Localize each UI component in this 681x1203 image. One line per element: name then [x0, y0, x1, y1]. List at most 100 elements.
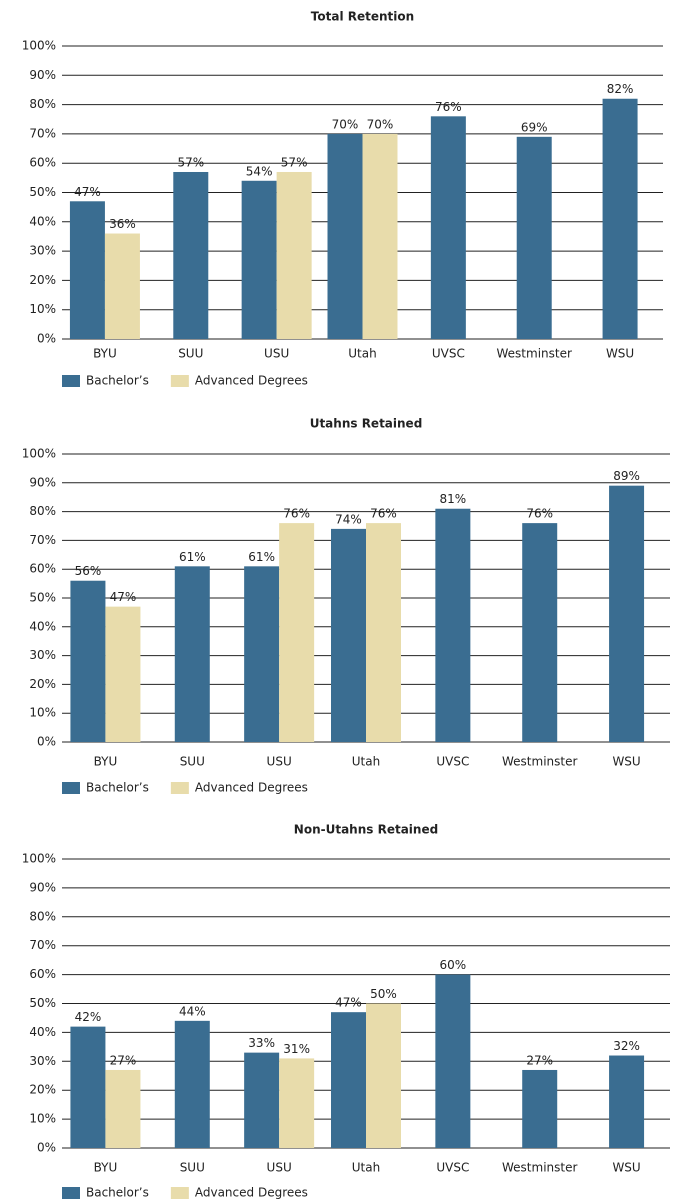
y-tick-label: 60%	[29, 967, 56, 981]
data-label: 89%	[613, 469, 640, 483]
legend-label: Bachelor’s	[86, 781, 149, 795]
bar	[279, 523, 315, 742]
y-tick-label: 90%	[29, 475, 56, 489]
y-tick-label: 70%	[29, 938, 56, 952]
legend-swatch	[62, 1187, 80, 1199]
y-tick-label: 30%	[29, 648, 56, 662]
bar	[430, 116, 466, 339]
chart-title: Utahns Retained	[310, 417, 423, 431]
y-tick-label: 20%	[29, 677, 56, 691]
y-tick-label: 70%	[29, 126, 56, 140]
legend-label: Advanced Degrees	[195, 1186, 308, 1200]
bar	[362, 133, 398, 339]
y-tick-label: 100%	[22, 852, 56, 866]
x-tick-label: SUU	[180, 1161, 205, 1175]
x-tick-label: UVSC	[436, 755, 469, 769]
bar	[435, 508, 471, 742]
bar	[609, 485, 645, 742]
legend-swatch	[170, 1187, 189, 1199]
data-label: 76%	[435, 100, 462, 114]
y-tick-label: 0%	[37, 332, 56, 346]
y-tick-label: 20%	[29, 273, 56, 287]
data-label: 33%	[248, 1036, 275, 1050]
bar	[602, 98, 638, 340]
y-tick-label: 80%	[29, 909, 56, 923]
bar	[70, 1026, 106, 1148]
bar	[70, 580, 106, 742]
x-tick-label: BYU	[93, 347, 117, 361]
data-label: 61%	[179, 550, 206, 564]
y-tick-label: 80%	[29, 504, 56, 518]
bar	[609, 1055, 645, 1148]
x-tick-label: Utah	[348, 347, 376, 361]
x-tick-label: Westminster	[502, 1161, 577, 1175]
legend-swatch	[62, 375, 80, 387]
bar	[366, 523, 401, 742]
bar	[522, 1069, 558, 1148]
y-tick-label: 80%	[29, 97, 56, 111]
data-label: 61%	[248, 550, 275, 564]
x-tick-label: WSU	[612, 1161, 640, 1175]
x-tick-label: SUU	[180, 755, 205, 769]
x-tick-label: Utah	[352, 1161, 380, 1175]
data-label: 27%	[526, 1053, 553, 1067]
legend-label: Bachelor’s	[86, 374, 149, 388]
y-tick-label: 0%	[37, 1141, 56, 1155]
x-tick-label: Westminster	[497, 347, 572, 361]
bar	[241, 180, 277, 339]
x-tick-label: UVSC	[432, 347, 465, 361]
chart-title: Total Retention	[311, 10, 414, 24]
chart-title: Non-Utahns Retained	[294, 823, 438, 837]
bar	[174, 1020, 210, 1148]
legend-swatch	[170, 375, 189, 387]
data-label: 76%	[526, 507, 553, 521]
y-tick-label: 10%	[29, 302, 56, 316]
data-label: 74%	[335, 512, 362, 526]
data-label: 42%	[75, 1010, 102, 1024]
bar	[276, 171, 312, 339]
y-tick-label: 40%	[29, 619, 56, 633]
x-tick-label: UVSC	[436, 1161, 469, 1175]
data-label: 69%	[521, 120, 548, 134]
x-tick-label: WSU	[606, 347, 634, 361]
data-label: 76%	[283, 507, 310, 521]
data-label: 76%	[370, 507, 397, 521]
x-tick-label: Utah	[352, 755, 380, 769]
data-label: 32%	[613, 1039, 640, 1053]
data-label: 31%	[283, 1042, 310, 1056]
y-tick-label: 50%	[29, 185, 56, 199]
data-label: 50%	[370, 987, 397, 1001]
data-label: 60%	[440, 958, 467, 972]
bar	[522, 523, 558, 742]
x-tick-label: BYU	[94, 755, 118, 769]
bar	[516, 136, 552, 339]
data-label: 44%	[179, 1004, 206, 1018]
x-tick-label: WSU	[612, 755, 640, 769]
data-label: 82%	[607, 82, 634, 96]
bar	[244, 1052, 280, 1148]
bar	[174, 566, 210, 742]
legend-label: Advanced Degrees	[195, 374, 308, 388]
bar	[327, 133, 363, 339]
x-tick-label: BYU	[94, 1161, 118, 1175]
y-tick-label: 10%	[29, 1112, 56, 1126]
x-tick-label: SUU	[178, 347, 203, 361]
bar	[105, 1069, 141, 1148]
y-tick-label: 40%	[29, 1025, 56, 1039]
data-label: 57%	[281, 155, 308, 169]
bar	[279, 1058, 315, 1148]
bar	[366, 1003, 401, 1148]
data-label: 56%	[75, 564, 102, 578]
bar	[244, 566, 280, 742]
data-label: 70%	[367, 117, 394, 131]
bar	[331, 528, 366, 742]
bar	[173, 171, 209, 339]
data-label: 36%	[109, 217, 136, 231]
y-tick-label: 30%	[29, 244, 56, 258]
y-tick-label: 100%	[22, 39, 56, 53]
legend-label: Bachelor’s	[86, 1186, 149, 1200]
data-label: 47%	[74, 185, 101, 199]
data-label: 70%	[332, 117, 359, 131]
y-tick-label: 70%	[29, 533, 56, 547]
y-tick-label: 60%	[29, 156, 56, 170]
